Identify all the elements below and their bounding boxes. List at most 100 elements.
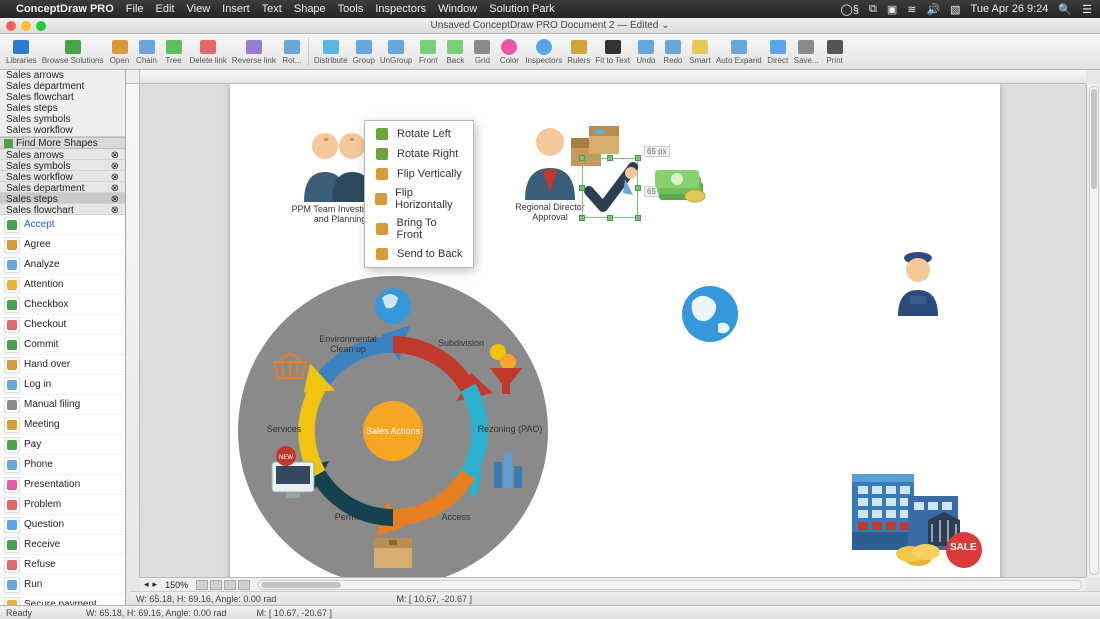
toolbar-auto-expand[interactable]: Auto Expand bbox=[714, 35, 764, 69]
shape-question[interactable]: Question bbox=[0, 515, 125, 535]
shape-analyze[interactable]: Analyze bbox=[0, 255, 125, 275]
ctx-rotate-left[interactable]: Rotate Left bbox=[365, 124, 473, 144]
toolbar-direct[interactable]: Direct bbox=[765, 35, 791, 69]
ctx-bring-to-front[interactable]: Bring To Front bbox=[365, 214, 473, 244]
shape-presentation[interactable]: Presentation bbox=[0, 475, 125, 495]
ctx-rotate-right[interactable]: Rotate Right bbox=[365, 144, 473, 164]
category-sales-steps[interactable]: Sales steps⊗ bbox=[0, 193, 125, 204]
vertical-scrollbar[interactable] bbox=[1086, 84, 1100, 577]
ctx-flip-horizontally[interactable]: Flip Horizontally bbox=[365, 184, 473, 214]
toolbar-group[interactable]: Group bbox=[351, 35, 377, 69]
spotlight-icon[interactable]: 🔍 bbox=[1058, 3, 1072, 16]
category-sales-workflow[interactable]: Sales workflow⊗ bbox=[0, 171, 125, 182]
find-more-shapes[interactable]: Find More Shapes bbox=[0, 137, 125, 149]
toolbar-rot-[interactable]: Rot... bbox=[279, 35, 305, 69]
toolbar-libraries[interactable]: Libraries bbox=[4, 35, 39, 69]
shape-run[interactable]: Run bbox=[0, 575, 125, 595]
toolbar-front[interactable]: Front bbox=[415, 35, 441, 69]
notification-center-icon[interactable]: ☰ bbox=[1082, 3, 1092, 16]
shape-checkout[interactable]: Checkout bbox=[0, 315, 125, 335]
shape-attention[interactable]: Attention bbox=[0, 275, 125, 295]
shape-accept[interactable]: Accept bbox=[0, 215, 125, 235]
category-sales-symbols[interactable]: Sales symbols⊗ bbox=[0, 160, 125, 171]
shape-pay[interactable]: Pay bbox=[0, 435, 125, 455]
scroll-right-arrow[interactable]: ▸ bbox=[153, 579, 158, 590]
menu-file[interactable]: File bbox=[126, 3, 144, 15]
canvas-viewport[interactable]: PPM Team Investigation and Planning Regi… bbox=[140, 84, 1086, 577]
page-tab-2[interactable] bbox=[210, 580, 222, 590]
toolbar-ungroup[interactable]: UnGroup bbox=[378, 35, 414, 69]
toolbar-back[interactable]: Back bbox=[442, 35, 468, 69]
app-name[interactable]: ConceptDraw PRO bbox=[16, 3, 114, 15]
shape-log-in[interactable]: Log in bbox=[0, 375, 125, 395]
toolbar-grid[interactable]: Grid bbox=[469, 35, 495, 69]
menu-view[interactable]: View bbox=[187, 3, 211, 15]
toolbar-undo[interactable]: Undo bbox=[633, 35, 659, 69]
menu-solution-park[interactable]: Solution Park bbox=[489, 3, 554, 15]
menu-window[interactable]: Window bbox=[438, 3, 477, 15]
shape-agree[interactable]: Agree bbox=[0, 235, 125, 255]
shape-refuse[interactable]: Refuse bbox=[0, 555, 125, 575]
toolbar-tree[interactable]: Tree bbox=[161, 35, 187, 69]
shape-problem[interactable]: Problem bbox=[0, 495, 125, 515]
toolbar-browse-solutions[interactable]: Browse Solutions bbox=[40, 35, 106, 69]
shape-meeting[interactable]: Meeting bbox=[0, 415, 125, 435]
menu-inspectors[interactable]: Inspectors bbox=[375, 3, 426, 15]
buildings-shape[interactable]: SALE bbox=[850, 462, 990, 572]
toolbar-delete-link[interactable]: Delete link bbox=[188, 35, 229, 69]
menu-text[interactable]: Text bbox=[262, 3, 282, 15]
library-sales-workflow[interactable]: Sales workflow bbox=[0, 125, 125, 136]
status-wifi-icon[interactable]: ≋ bbox=[907, 3, 916, 16]
status-photoshop-icon[interactable]: ◯§ bbox=[841, 3, 859, 16]
zoom-level[interactable]: 150% bbox=[161, 580, 192, 590]
money-shape[interactable] bbox=[655, 164, 710, 206]
shape-receive[interactable]: Receive bbox=[0, 535, 125, 555]
toolbar-smart[interactable]: Smart bbox=[687, 35, 713, 69]
toolbar-fit-to-text[interactable]: Fit to Text bbox=[593, 35, 632, 69]
shape-commit[interactable]: Commit bbox=[0, 335, 125, 355]
shape-hand-over[interactable]: Hand over bbox=[0, 355, 125, 375]
toolbar-save-[interactable]: Save... bbox=[792, 35, 821, 69]
library-sales-flowchart[interactable]: Sales flowchart bbox=[0, 92, 125, 103]
toolbar-print[interactable]: Print bbox=[822, 35, 848, 69]
menu-shape[interactable]: Shape bbox=[294, 3, 326, 15]
library-sales-arrows[interactable]: Sales arrows bbox=[0, 70, 125, 81]
ctx-flip-vertically[interactable]: Flip Vertically bbox=[365, 164, 473, 184]
status-cloud-icon[interactable]: ▣ bbox=[887, 3, 897, 16]
status-dropbox-icon[interactable]: ⧉ bbox=[869, 3, 877, 16]
toolbar-color[interactable]: Color bbox=[496, 35, 522, 69]
menu-edit[interactable]: Edit bbox=[156, 3, 175, 15]
shape-manual-filing[interactable]: Manual filing bbox=[0, 395, 125, 415]
shape-list[interactable]: AcceptAgreeAnalyzeAttentionCheckboxCheck… bbox=[0, 215, 125, 605]
category-sales-arrows[interactable]: Sales arrows⊗ bbox=[0, 149, 125, 160]
category-sales-department[interactable]: Sales department⊗ bbox=[0, 182, 125, 193]
category-sales-flowchart[interactable]: Sales flowchart⊗ bbox=[0, 204, 125, 215]
menubar-clock[interactable]: Tue Apr 26 9:24 bbox=[971, 3, 1049, 15]
menu-insert[interactable]: Insert bbox=[222, 3, 250, 15]
toolbar-inspectors[interactable]: Inspectors bbox=[523, 35, 564, 69]
toolbar-distribute[interactable]: Distribute bbox=[312, 35, 350, 69]
library-sales-department[interactable]: Sales department bbox=[0, 81, 125, 92]
toolbar-rulers[interactable]: Rulers bbox=[565, 35, 592, 69]
horizontal-scrollbar[interactable] bbox=[258, 580, 1082, 590]
drawing-page[interactable]: PPM Team Investigation and Planning Regi… bbox=[230, 84, 1000, 577]
page-tab-3[interactable] bbox=[224, 580, 236, 590]
menu-tools[interactable]: Tools bbox=[338, 3, 364, 15]
selection-box[interactable] bbox=[582, 158, 638, 218]
toolbar-reverse-link[interactable]: Reverse link bbox=[230, 35, 278, 69]
toolbar-redo[interactable]: Redo bbox=[660, 35, 686, 69]
shape-secure-payment[interactable]: Secure payment bbox=[0, 595, 125, 605]
status-volume-icon[interactable]: 🔊 bbox=[926, 3, 940, 16]
library-sales-steps[interactable]: Sales steps bbox=[0, 103, 125, 114]
globe-shape[interactable] bbox=[680, 284, 740, 344]
delivery-person-shape[interactable] bbox=[890, 248, 946, 318]
scroll-left-arrow[interactable]: ◂ bbox=[144, 579, 149, 590]
toolbar-open[interactable]: Open bbox=[107, 35, 133, 69]
page-tab-4[interactable] bbox=[238, 580, 250, 590]
page-tab-1[interactable] bbox=[196, 580, 208, 590]
shape-checkbox[interactable]: Checkbox bbox=[0, 295, 125, 315]
ctx-send-to-back[interactable]: Send to Back bbox=[365, 244, 473, 264]
status-flag-icon[interactable]: ▧ bbox=[950, 3, 960, 16]
shape-phone[interactable]: Phone bbox=[0, 455, 125, 475]
library-sales-symbols[interactable]: Sales symbols bbox=[0, 114, 125, 125]
